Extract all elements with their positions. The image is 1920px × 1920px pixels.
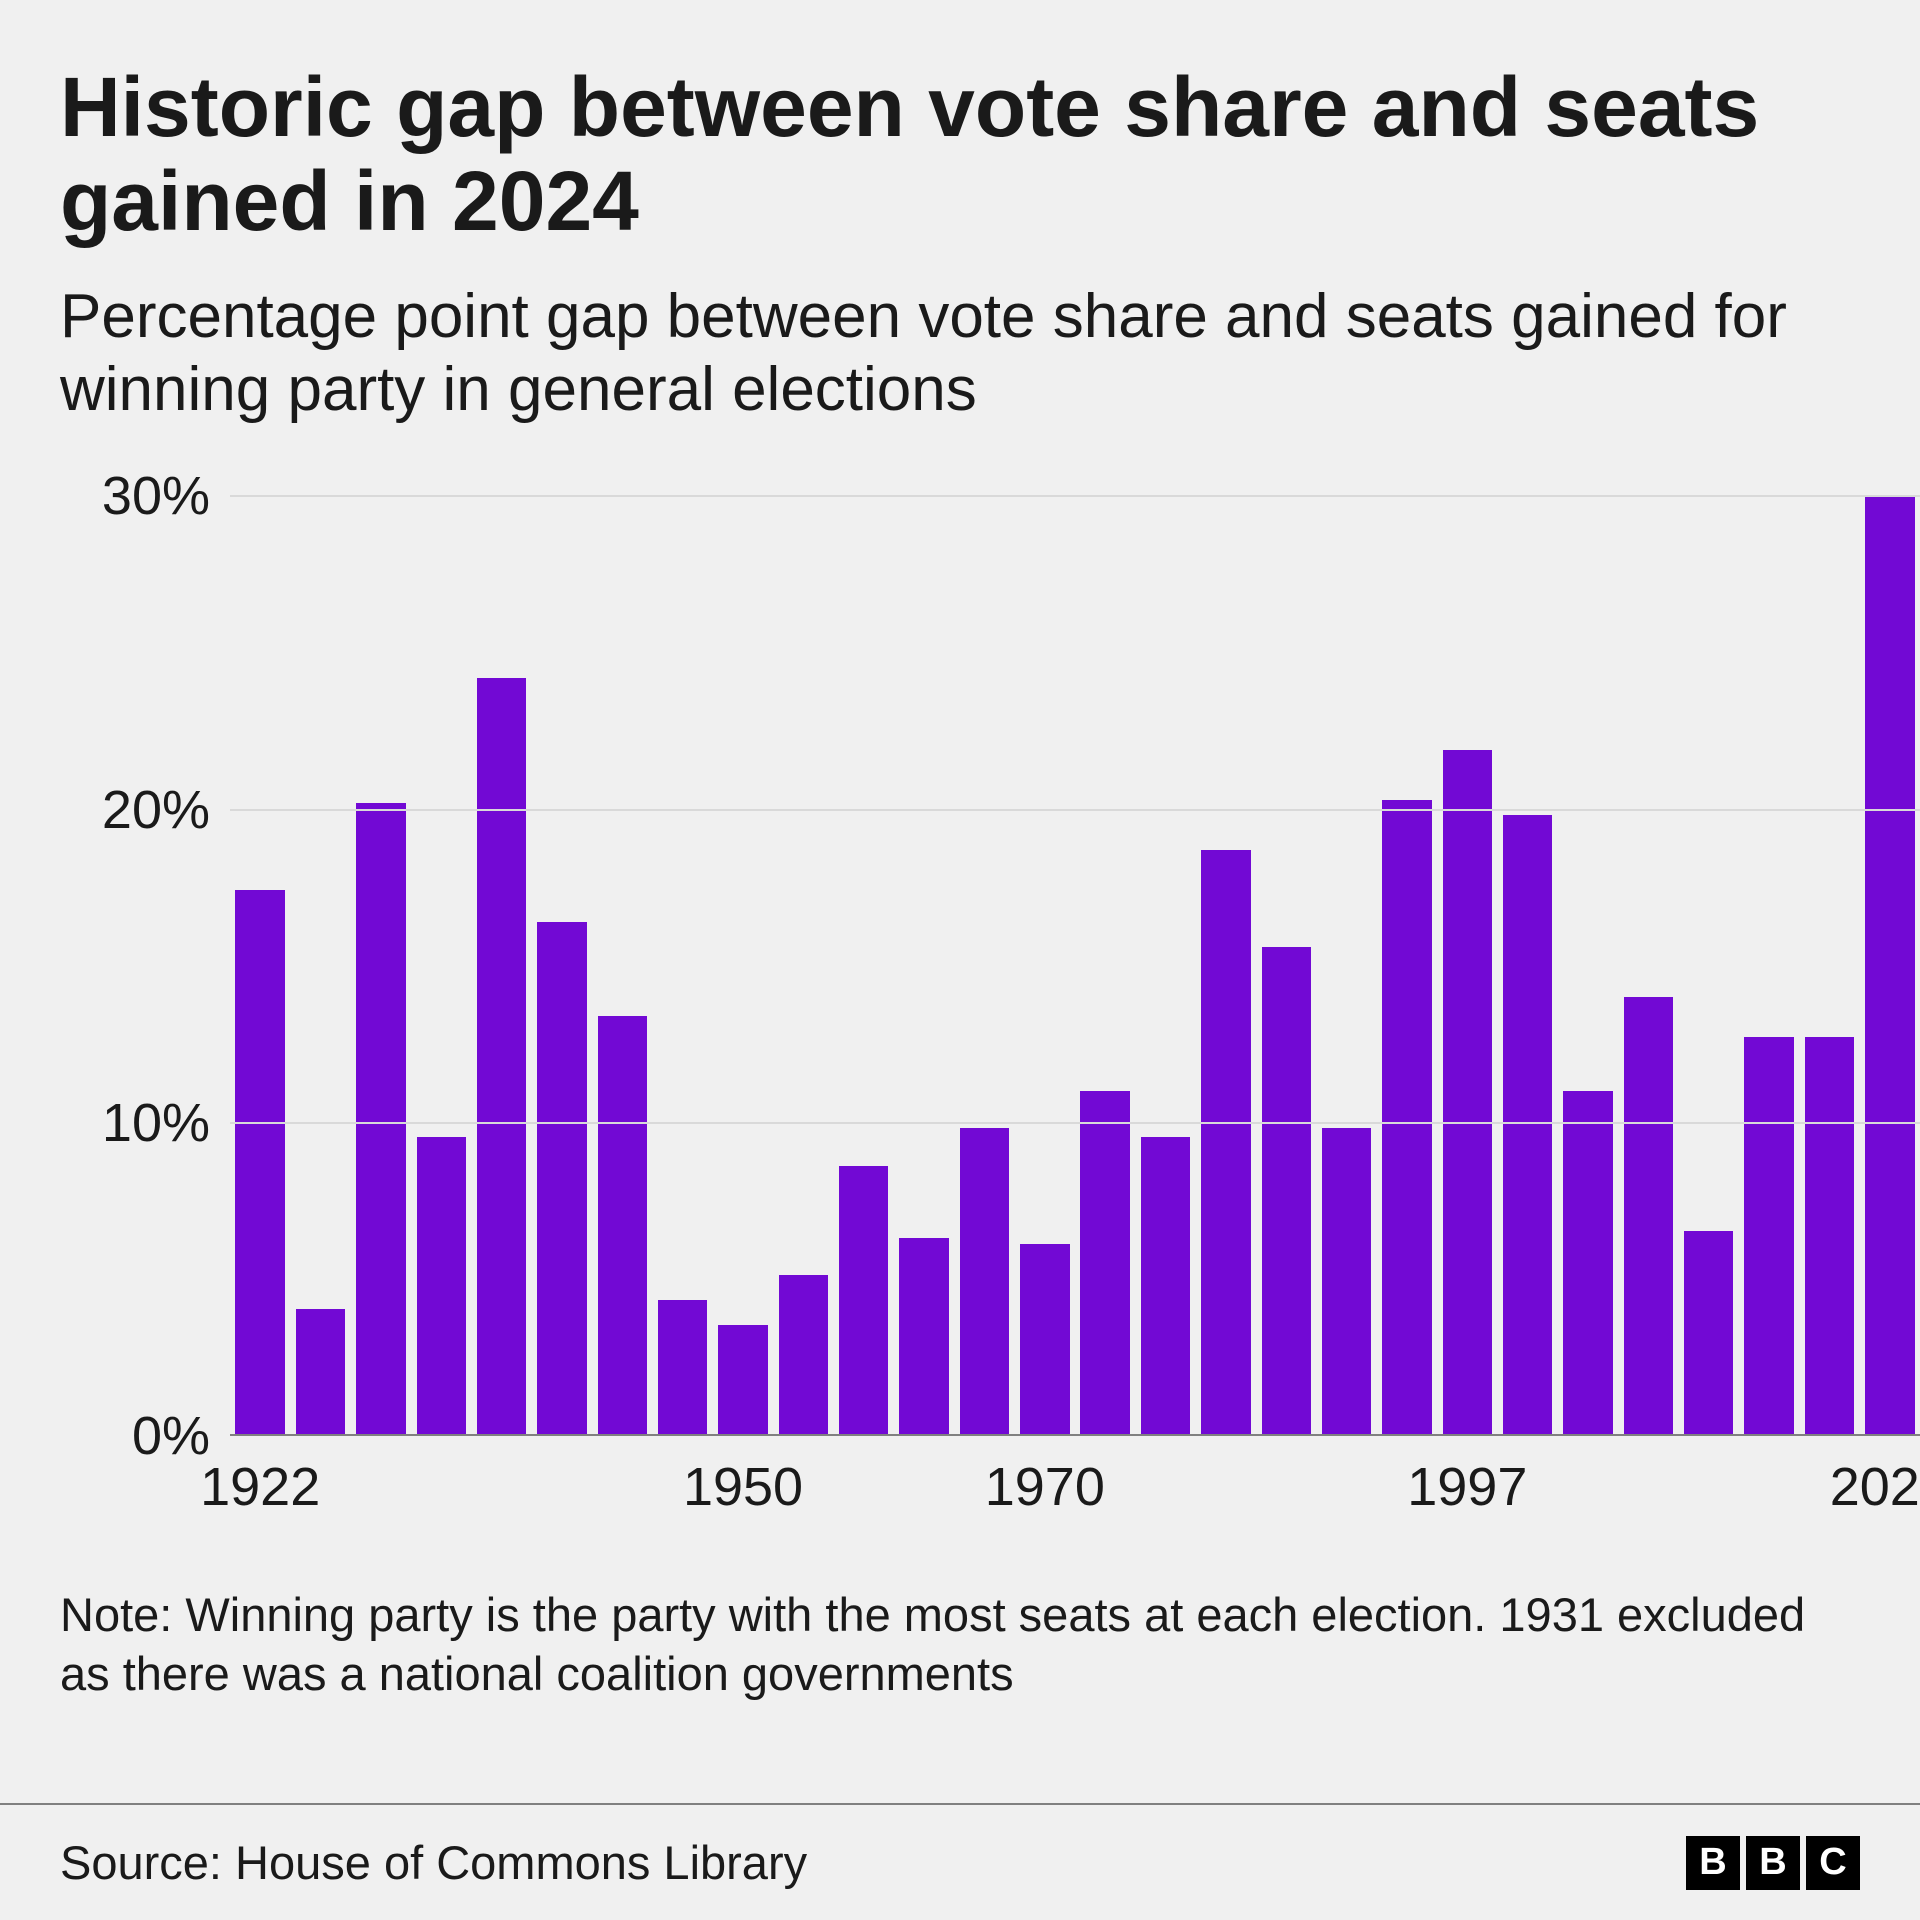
bar — [658, 1300, 707, 1434]
bar — [839, 1166, 888, 1435]
x-axis-line — [230, 1434, 1920, 1436]
plot-area — [230, 496, 1920, 1436]
bar — [1443, 750, 1492, 1435]
chart-title: Historic gap between vote share and seat… — [60, 60, 1920, 248]
bar — [235, 890, 284, 1434]
bar — [1080, 1091, 1129, 1435]
bars-group — [230, 496, 1920, 1434]
chart-area: 0%10%20%30%19221950197019972024 — [60, 496, 1920, 1546]
x-axis-label: 2024 — [1830, 1456, 1920, 1518]
y-axis-label: 0% — [132, 1405, 210, 1467]
bar — [537, 922, 586, 1435]
gridline — [230, 1122, 1920, 1124]
bar — [1141, 1137, 1190, 1434]
bar — [1262, 947, 1311, 1435]
logo-letter: B — [1746, 1836, 1800, 1890]
bar — [1805, 1037, 1854, 1434]
y-axis-label: 20% — [102, 779, 210, 841]
x-axis-label: 1950 — [683, 1456, 803, 1518]
bar — [779, 1275, 828, 1434]
bar — [960, 1128, 1009, 1434]
y-axis-label: 10% — [102, 1092, 210, 1154]
bar — [1503, 815, 1552, 1434]
bar — [1744, 1037, 1793, 1434]
bar — [1563, 1091, 1612, 1435]
logo-letter: B — [1686, 1836, 1740, 1890]
gridline — [230, 809, 1920, 811]
chart-footer: Source: House of Commons Library BBC — [0, 1803, 1920, 1920]
bar — [477, 678, 526, 1435]
bar — [1382, 800, 1431, 1435]
bar — [356, 803, 405, 1435]
bar — [296, 1309, 345, 1434]
chart-container: Historic gap between vote share and seat… — [0, 0, 1920, 1920]
bar — [1624, 997, 1673, 1435]
source-text: Source: House of Commons Library — [60, 1835, 807, 1890]
chart-note: Note: Winning party is the party with th… — [60, 1586, 1920, 1704]
bar — [1322, 1128, 1371, 1434]
x-axis-label: 1922 — [200, 1456, 320, 1518]
bbc-logo: BBC — [1686, 1836, 1860, 1890]
x-axis-label: 1997 — [1407, 1456, 1527, 1518]
bar — [417, 1137, 466, 1434]
bar — [1201, 850, 1250, 1435]
chart-subtitle: Percentage point gap between vote share … — [60, 280, 1920, 426]
y-axis-label: 30% — [102, 465, 210, 527]
gridline — [230, 495, 1920, 497]
x-axis-label: 1970 — [985, 1456, 1105, 1518]
bar — [1865, 496, 1914, 1434]
bar — [1020, 1244, 1069, 1435]
logo-letter: C — [1806, 1836, 1860, 1890]
bar — [718, 1325, 767, 1434]
bar — [899, 1238, 948, 1435]
bar — [598, 1016, 647, 1435]
bar — [1684, 1231, 1733, 1434]
